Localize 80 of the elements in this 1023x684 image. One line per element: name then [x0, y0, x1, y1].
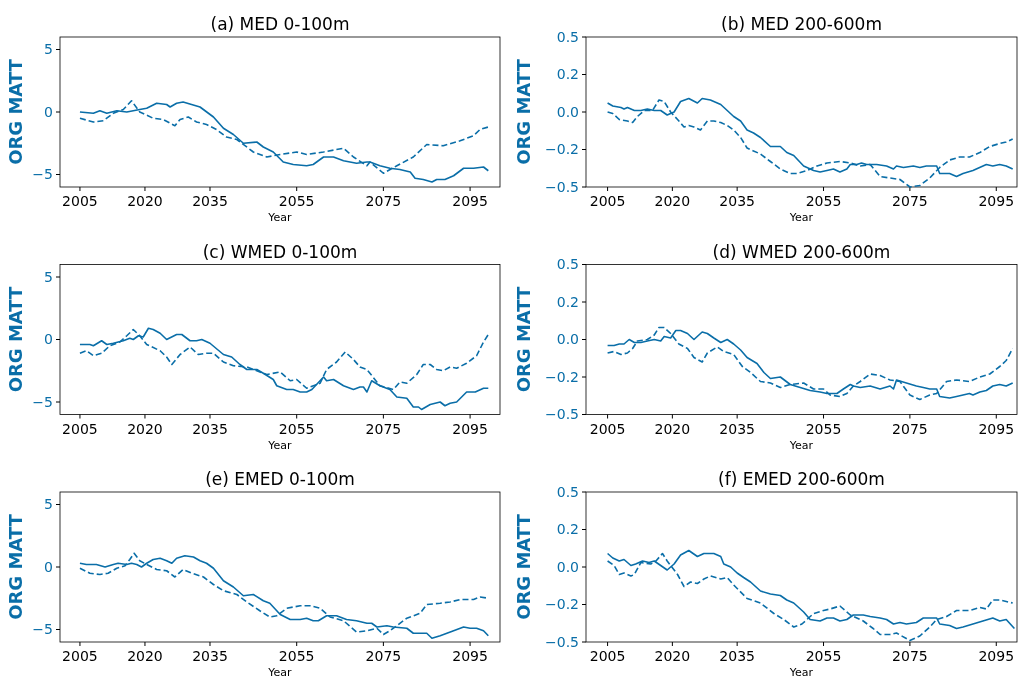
y-tick-label: 0.2 — [556, 293, 579, 310]
x-axis-title: Year — [788, 211, 814, 224]
x-tick-label: 2020 — [127, 648, 163, 664]
line-series — [606, 552, 1014, 642]
x-tick-label: 2055 — [805, 420, 842, 437]
x-tick-label: 2075 — [892, 420, 928, 437]
x-tick-label: 2095 — [452, 193, 488, 209]
y-axis-title: ORG MATT — [5, 513, 26, 620]
x-tick-label: 2075 — [365, 193, 402, 209]
x-tick-label: 2055 — [278, 648, 315, 664]
y-tick-label: 0.5 — [556, 256, 579, 273]
x-tick-label: 2005 — [62, 193, 98, 209]
chart-title: (e) EMED 0-100m — [205, 469, 355, 489]
x-tick-label: 2075 — [892, 193, 928, 209]
y-tick-label: 0 — [44, 331, 53, 348]
chart-title: (f) EMED 200-600m — [718, 469, 885, 489]
x-tick-label: 2020 — [654, 648, 691, 664]
x-tick-label: 2075 — [892, 648, 928, 664]
x-tick-label: 2020 — [654, 193, 691, 209]
x-tick-label: 2035 — [719, 420, 755, 437]
y-tick-label: 0.0 — [556, 103, 579, 120]
y-tick-label: −5 — [32, 393, 53, 410]
x-tick-label: 2095 — [978, 648, 1015, 664]
x-tick-label: 2095 — [452, 648, 488, 664]
y-tick-label: 0.5 — [556, 28, 579, 45]
x-tick-label: 2035 — [192, 193, 228, 209]
y-tick-label: 5 — [44, 41, 53, 58]
x-tick-label: 2075 — [365, 648, 402, 664]
y-tick-label: −0.5 — [545, 178, 579, 195]
x-tick-label: 2035 — [192, 420, 228, 437]
x-tick-label: 2095 — [978, 193, 1015, 209]
x-tick-label: 2020 — [127, 420, 163, 437]
y-axis-title: ORG MATT — [513, 513, 534, 620]
y-tick-label: 0.0 — [556, 558, 579, 575]
x-tick-label: 2055 — [278, 420, 315, 437]
x-axis-title: Year — [788, 666, 814, 679]
x-tick-label: 2020 — [654, 420, 691, 437]
y-tick-label: −0.2 — [545, 596, 579, 613]
x-tick-label: 2055 — [805, 193, 842, 209]
x-tick-label: 2095 — [978, 420, 1015, 437]
y-tick-label: 5 — [44, 268, 53, 285]
y-axis-title: ORG MATT — [513, 58, 534, 165]
x-tick-label: 2075 — [365, 420, 402, 437]
x-axis-title: Year — [267, 666, 293, 679]
x-tick-label: 2035 — [719, 648, 755, 664]
x-tick-label: 2005 — [589, 648, 626, 664]
x-axis-title: Year — [267, 438, 293, 452]
y-tick-label: 0 — [44, 103, 53, 120]
x-tick-label: 2005 — [589, 193, 626, 209]
line-series — [79, 327, 490, 411]
x-tick-label: 2055 — [805, 648, 842, 664]
x-axis-title: Year — [788, 438, 814, 452]
x-tick-label: 2095 — [452, 420, 488, 437]
x-tick-label: 2055 — [278, 193, 315, 209]
y-tick-label: 0.2 — [556, 66, 579, 83]
y-tick-label: 0.5 — [556, 483, 579, 500]
y-tick-label: −0.5 — [545, 633, 579, 650]
y-tick-label: 0.2 — [556, 521, 579, 538]
x-tick-label: 2035 — [192, 648, 228, 664]
chart-title: (b) MED 200-600m — [721, 14, 882, 34]
x-tick-label: 2020 — [127, 193, 163, 209]
y-tick-label: −5 — [32, 166, 53, 183]
x-axis-title: Year — [267, 211, 293, 224]
y-tick-label: −0.2 — [545, 141, 579, 158]
y-tick-label: 0 — [44, 558, 53, 575]
y-tick-label: −0.5 — [545, 406, 579, 423]
y-axis-title: ORG MATT — [5, 58, 26, 165]
chart-title: (d) WMED 200-600m — [712, 241, 891, 262]
y-tick-label: 5 — [44, 496, 53, 513]
x-tick-label: 2005 — [62, 420, 98, 437]
y-tick-label: 0.0 — [556, 331, 579, 348]
y-axis-title: ORG MATT — [5, 285, 26, 393]
y-tick-label: −5 — [32, 621, 53, 638]
x-tick-label: 2035 — [719, 193, 755, 209]
chart-title: (a) MED 0-100m — [210, 14, 350, 34]
chart-title: (c) WMED 0-100m — [202, 241, 358, 262]
x-tick-label: 2005 — [589, 420, 626, 437]
y-tick-label: −0.2 — [545, 368, 579, 385]
y-axis-title: ORG MATT — [513, 285, 534, 393]
x-tick-label: 2005 — [62, 648, 98, 664]
